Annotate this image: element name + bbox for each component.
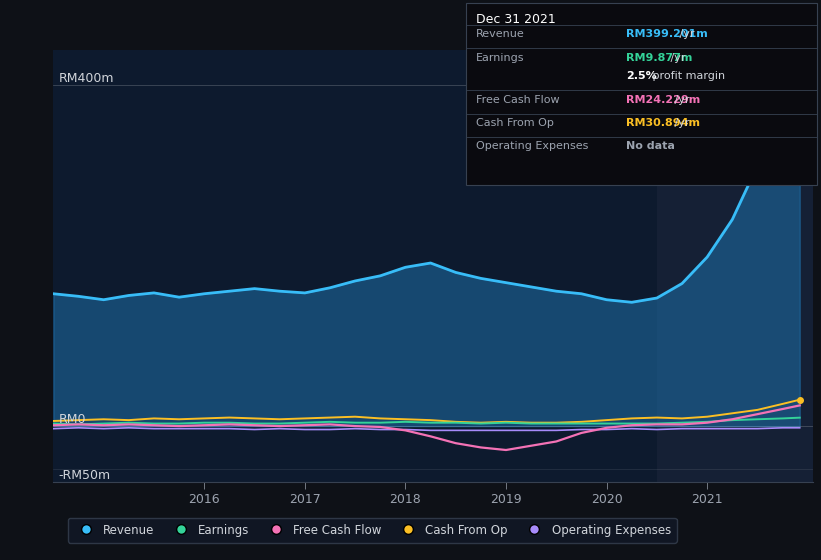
Text: RM24.229m: RM24.229m: [626, 95, 700, 105]
Text: Operating Expenses: Operating Expenses: [476, 141, 589, 151]
Text: Dec 31 2021: Dec 31 2021: [476, 13, 556, 26]
Text: RM399.201m: RM399.201m: [626, 29, 709, 39]
Text: RM0: RM0: [58, 413, 86, 426]
Text: Revenue: Revenue: [476, 29, 525, 39]
Text: RM400m: RM400m: [58, 72, 114, 85]
Text: /yr: /yr: [672, 95, 690, 105]
Text: RM9.877m: RM9.877m: [626, 53, 693, 63]
Text: profit margin: profit margin: [649, 71, 725, 81]
Text: No data: No data: [626, 141, 676, 151]
Text: 2.5%: 2.5%: [626, 71, 657, 81]
Text: Cash From Op: Cash From Op: [476, 118, 554, 128]
Text: /yr: /yr: [676, 29, 695, 39]
Text: Free Cash Flow: Free Cash Flow: [476, 95, 560, 105]
Text: Earnings: Earnings: [476, 53, 525, 63]
Bar: [657, 50, 821, 482]
Text: -RM50m: -RM50m: [58, 469, 111, 482]
Text: RM30.894m: RM30.894m: [626, 118, 700, 128]
Text: /yr: /yr: [672, 118, 690, 128]
Legend: Revenue, Earnings, Free Cash Flow, Cash From Op, Operating Expenses: Revenue, Earnings, Free Cash Flow, Cash …: [68, 518, 677, 543]
Text: /yr: /yr: [667, 53, 686, 63]
